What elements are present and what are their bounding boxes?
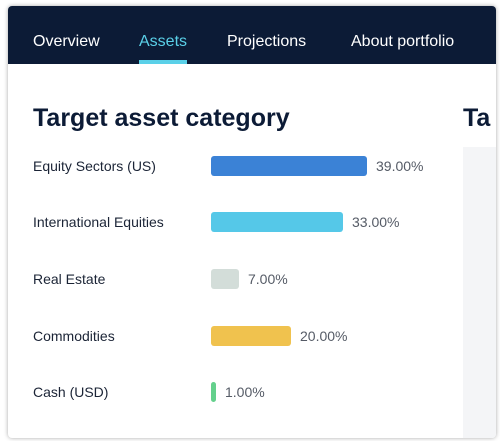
second-panel-body (463, 147, 496, 438)
top-nav: Overview Assets Projections About portfo… (8, 6, 496, 64)
tab-about-portfolio-label: About portfolio (351, 33, 455, 50)
tab-overview-label: Overview (33, 33, 100, 50)
allocation-label: International Equities (33, 214, 164, 230)
tab-about-portfolio[interactable]: About portfolio (351, 6, 454, 64)
allocation-bar (211, 326, 291, 346)
app-window: Overview Assets Projections About portfo… (8, 6, 496, 438)
allocation-row: Real Estate 7.00% (8, 264, 448, 294)
allocation-row: Equity Sectors (US) 39.00% (8, 151, 448, 181)
allocation-bar (211, 382, 216, 402)
allocation-row: Commodities 20.00% (8, 321, 448, 351)
allocation-percent: 1.00% (225, 384, 265, 400)
allocation-bar (211, 156, 367, 176)
allocation-label: Cash (USD) (33, 384, 109, 400)
allocation-percent: 33.00% (352, 214, 400, 230)
tab-projections-label: Projections (227, 33, 307, 50)
allocation-bar (211, 269, 239, 289)
allocation-label: Real Estate (33, 271, 106, 287)
allocation-label: Equity Sectors (US) (33, 158, 156, 174)
allocation-percent: 20.00% (300, 328, 348, 344)
allocation-bar (211, 212, 343, 232)
allocation-label: Commodities (33, 328, 115, 344)
tab-assets[interactable]: Assets (139, 6, 188, 64)
panel-title: Target asset category (33, 104, 290, 132)
tab-overview[interactable]: Overview (33, 6, 100, 64)
tab-projections[interactable]: Projections (227, 6, 306, 64)
active-tab-underline (139, 60, 188, 64)
allocation-percent: 39.00% (376, 158, 424, 174)
allocation-row: Cash (USD) 1.00% (8, 377, 448, 407)
allocation-row: International Equities 33.00% (8, 207, 448, 237)
tab-assets-label: Assets (139, 33, 188, 50)
allocation-percent: 7.00% (248, 271, 288, 287)
second-panel-title: Ta (463, 104, 491, 132)
